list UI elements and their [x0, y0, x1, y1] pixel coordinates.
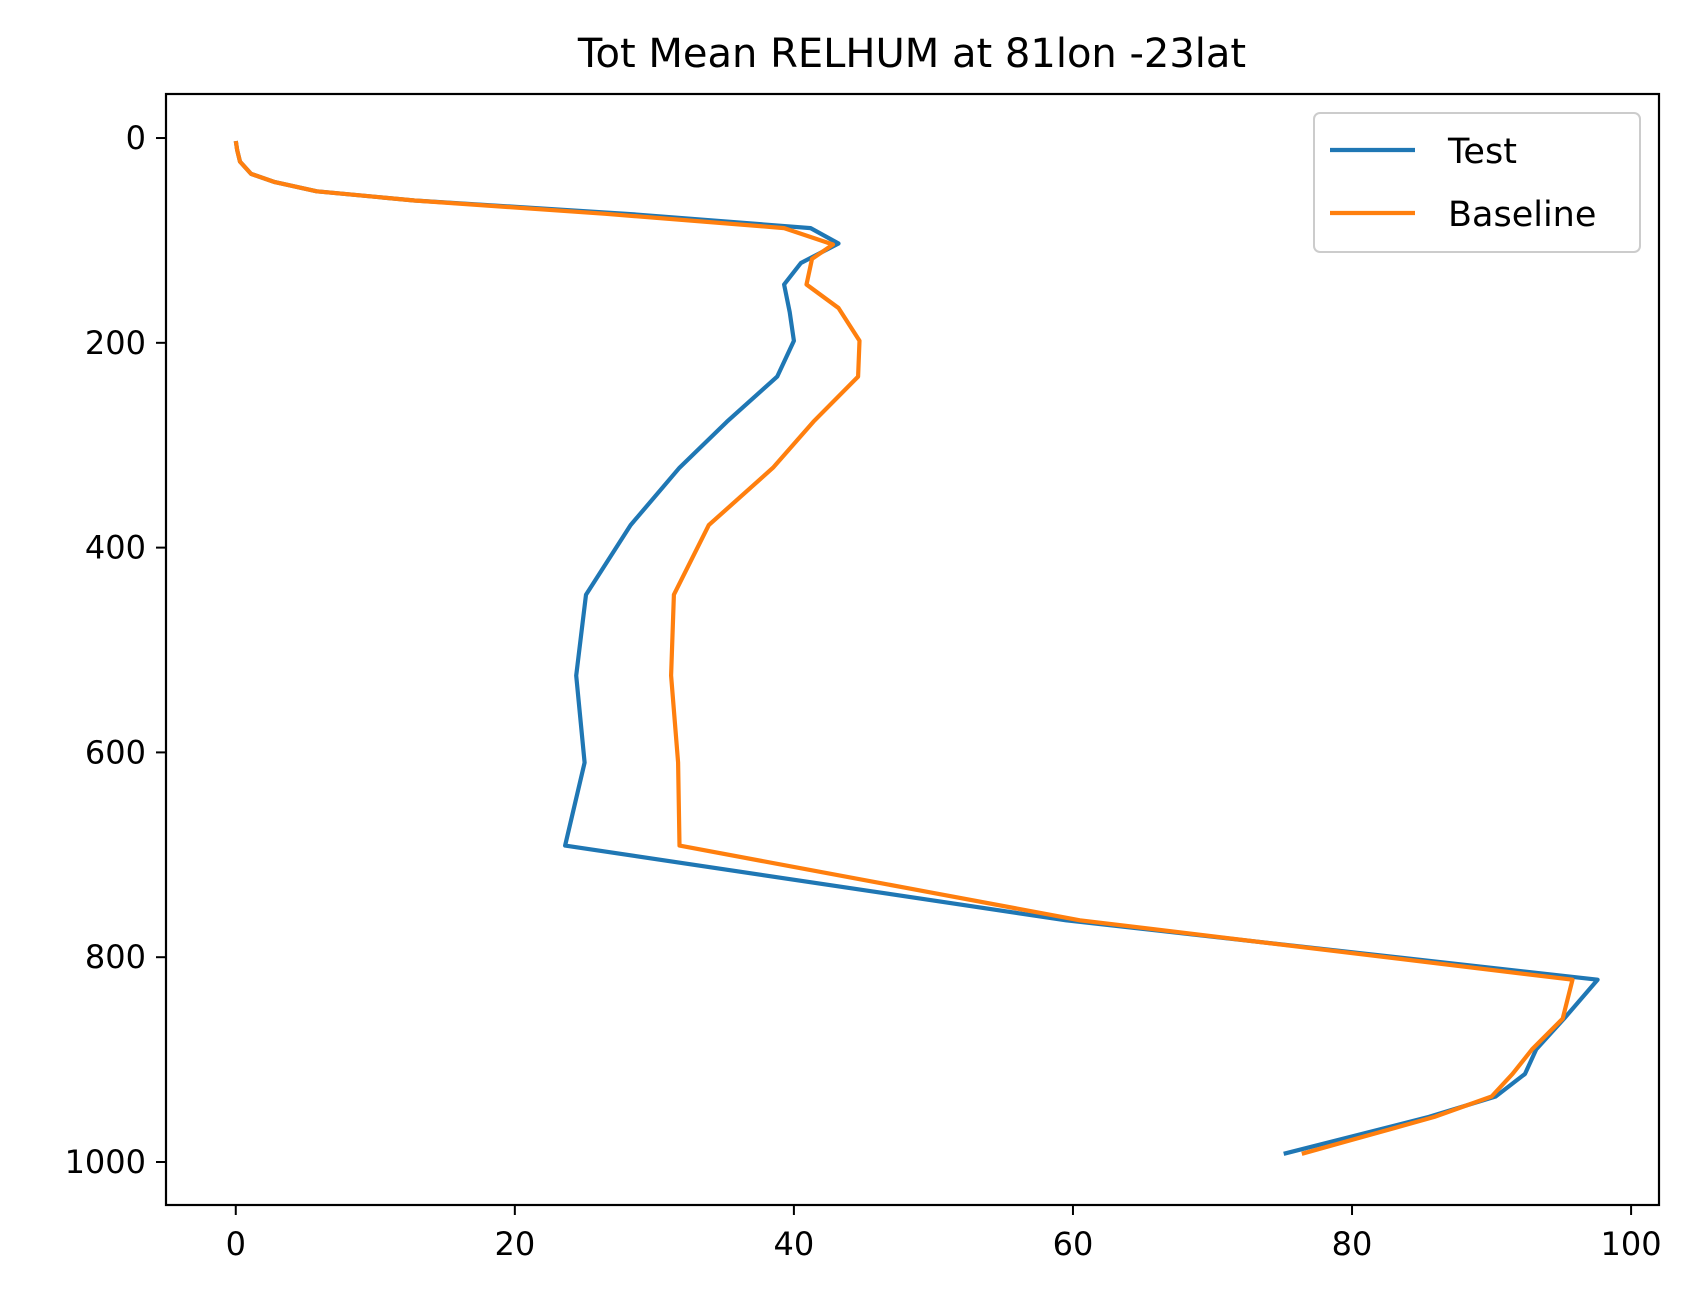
legend-box: [1313, 112, 1641, 253]
series-line-baseline: [233, 140, 1575, 1156]
series-layer: [233, 140, 1600, 1156]
x-tick-label: 60: [1053, 1225, 1094, 1263]
y-tick-label: 400: [85, 529, 146, 567]
chart-title: Tot Mean RELHUM at 81lon -23lat: [577, 31, 1246, 77]
x-tick-label: 40: [774, 1225, 815, 1263]
y-tick-label: 0: [126, 119, 146, 157]
x-tick-label: 100: [1601, 1225, 1662, 1263]
y-tick-label: 800: [85, 938, 146, 976]
y-tick-label: 600: [85, 733, 146, 771]
plot-area-frame: [164, 92, 1661, 1207]
y-tick-label: 1000: [65, 1143, 146, 1181]
x-tick-label: 20: [494, 1225, 535, 1263]
x-tick-label: 0: [226, 1225, 246, 1263]
x-tick-label: 80: [1332, 1225, 1373, 1263]
legend-label-test: Test: [1447, 132, 1517, 172]
legend: Test Baseline: [1313, 112, 1641, 253]
legend-label-baseline: Baseline: [1448, 195, 1596, 235]
y-tick-label: 200: [85, 324, 146, 362]
